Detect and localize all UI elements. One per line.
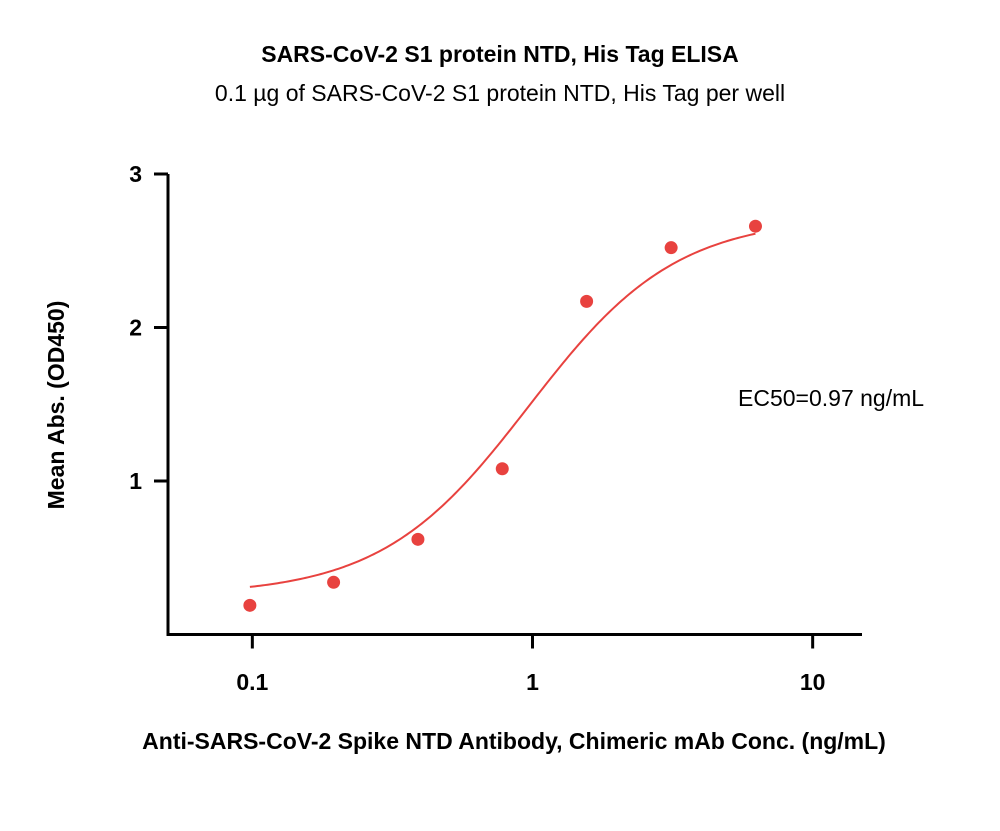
points-layer	[243, 219, 762, 612]
chart-subtitle: 0.1 µg of SARS-CoV-2 S1 protein NTD, His…	[215, 80, 785, 106]
x-tick-label: 10	[800, 669, 826, 695]
chart-title: SARS-CoV-2 S1 protein NTD, His Tag ELISA	[261, 41, 739, 67]
x-axis-label: Anti-SARS-CoV-2 Spike NTD Antibody, Chim…	[142, 728, 886, 754]
data-point	[580, 294, 594, 308]
data-point	[327, 575, 341, 589]
y-axis-label: Mean Abs. (OD450)	[43, 301, 69, 510]
ticks: 0.1 1 10 1 2 3	[129, 161, 825, 695]
x-tick-label: 1	[526, 669, 539, 695]
axes	[166, 174, 862, 636]
data-point	[243, 598, 257, 612]
ec50-annotation: EC50=0.97 ng/mL	[738, 385, 924, 411]
x-tick-label: 0.1	[236, 669, 268, 695]
y-tick-label: 2	[129, 315, 142, 341]
data-point	[495, 462, 509, 476]
y-tick-label: 1	[129, 468, 142, 494]
fit-layer	[249, 232, 756, 588]
data-point	[748, 219, 762, 233]
data-point	[411, 532, 425, 546]
data-point	[664, 241, 678, 255]
y-tick-label: 3	[129, 161, 142, 187]
fit-curve	[249, 232, 756, 588]
